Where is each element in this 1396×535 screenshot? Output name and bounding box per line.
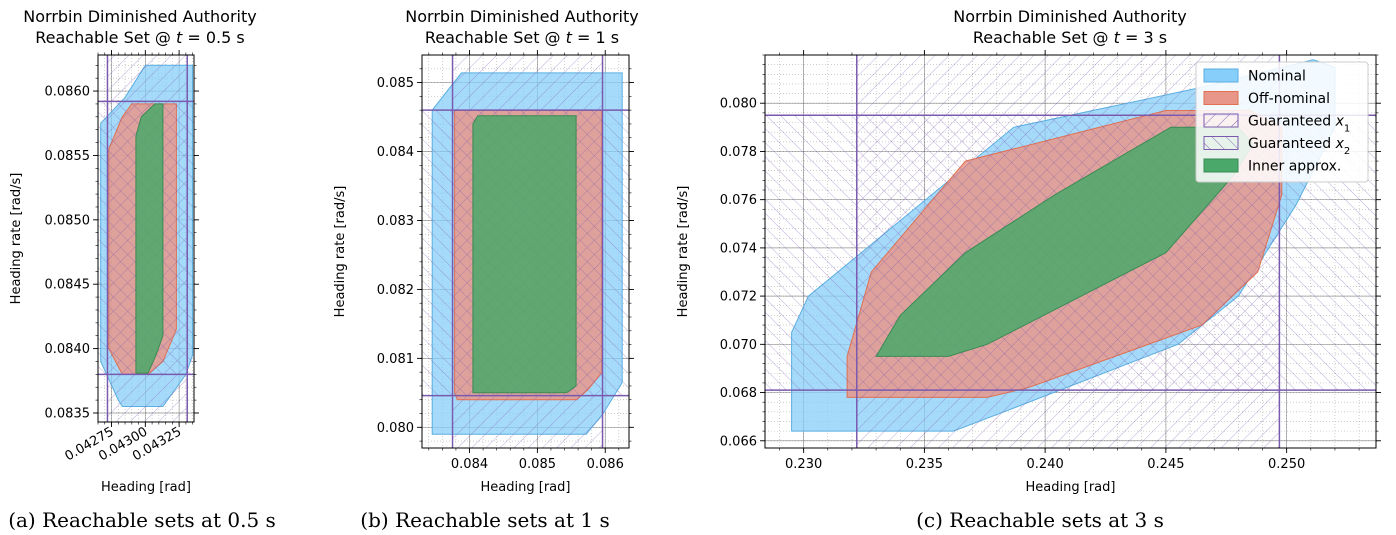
chart-panel-2: 0.084 0.085 0.086 0.080 0.081 0.082 0.083 0.084… bbox=[333, 7, 639, 495]
caption-a: (a) Reachable sets at 0.5 s bbox=[8, 508, 276, 532]
x-axis-label: Heading [rad] bbox=[101, 480, 191, 495]
y-tick-label: 0.070 bbox=[720, 338, 757, 353]
y-tick-label: 0.076 bbox=[720, 193, 757, 208]
x-tick-label: 0.240 bbox=[1027, 457, 1064, 472]
legend-swatch-guaranteed_x1 bbox=[1203, 113, 1239, 128]
axes-frame bbox=[97, 54, 195, 423]
y-axis-label: Heading rate [rad/s] bbox=[9, 173, 24, 305]
chart-title-line1: Norrbin Diminished Authority bbox=[23, 7, 256, 26]
y-tick-label: 0.066 bbox=[720, 434, 757, 449]
axes-frame bbox=[764, 54, 1377, 449]
chart-panel-1: 0.042750.043000.043250.08350.08400.08450… bbox=[9, 7, 257, 495]
legend-swatch-guaranteed_x2 bbox=[1203, 136, 1239, 150]
plot-area bbox=[422, 55, 629, 448]
x-axis-label: Heading [rad] bbox=[481, 480, 571, 495]
inner-approx-region bbox=[135, 103, 164, 374]
y-tick-label: 0.0845 bbox=[45, 278, 91, 293]
y-tick-label: 0.0860 bbox=[45, 85, 91, 100]
x-tick-label: 0.084 bbox=[451, 457, 488, 472]
x-tick-label: 0.250 bbox=[1268, 457, 1305, 472]
legend-label-nominal: Nominal bbox=[1248, 69, 1306, 85]
chart-title-line2: Reachable Set @ t = 0.5 s bbox=[35, 28, 245, 47]
y-tick-label: 0.078 bbox=[720, 145, 757, 160]
legend-label-inner: Inner approx. bbox=[1248, 159, 1341, 175]
y-tick-label: 0.082 bbox=[377, 283, 414, 298]
x-tick-label: 0.245 bbox=[1147, 457, 1184, 472]
legend: Nominal Off-nominal Guaranteed x1Guarantee… bbox=[1195, 61, 1369, 183]
y-tick-label: 0.0855 bbox=[45, 149, 91, 164]
legend-label-offnominal: Off-nominal bbox=[1248, 91, 1330, 107]
legend-swatch-offnominal bbox=[1203, 91, 1239, 105]
y-tick-label: 0.068 bbox=[720, 386, 757, 401]
x-tick-label: 0.085 bbox=[519, 457, 556, 472]
chart-title-line2: Reachable Set @ t = 1 s bbox=[425, 28, 619, 47]
y-axis-label: Heading rate [rad/s] bbox=[333, 186, 348, 318]
legend-label-guaranteed_x1: Guaranteed x1 bbox=[1248, 114, 1350, 135]
plot-area bbox=[98, 55, 194, 422]
y-tick-label: 0.072 bbox=[720, 290, 757, 305]
y-tick-label: 0.083 bbox=[377, 214, 414, 229]
chart-title-line1: Norrbin Diminished Authority bbox=[405, 7, 638, 26]
chart-panel-3: 0.230 0.235 0.240 0.245 0.250 0.066 0.068 0.070… bbox=[676, 7, 1381, 495]
y-tick-label: 0.081 bbox=[377, 352, 414, 367]
caption-b: (b) Reachable sets at 1 s bbox=[360, 508, 610, 532]
axes-frame bbox=[421, 54, 630, 449]
y-tick-label: 0.080 bbox=[720, 97, 757, 112]
legend-swatch-nominal bbox=[1203, 68, 1239, 83]
plot-area bbox=[765, 55, 1376, 448]
legend-box bbox=[1195, 61, 1369, 183]
y-axis-label: Heading rate [rad/s] bbox=[676, 186, 691, 318]
y-tick-label: 0.080 bbox=[377, 421, 414, 436]
x-tick-label: 0.230 bbox=[785, 457, 822, 472]
inner-approx-region bbox=[472, 115, 577, 394]
y-tick-label: 0.0840 bbox=[45, 342, 91, 357]
y-tick-label: 0.074 bbox=[720, 241, 757, 256]
legend-swatch-inner bbox=[1203, 158, 1239, 173]
x-tick-label: 0.086 bbox=[587, 457, 624, 472]
y-tick-label: 0.0835 bbox=[45, 406, 91, 421]
y-tick-label: 0.0850 bbox=[45, 213, 91, 228]
y-tick-label: 0.084 bbox=[377, 145, 414, 160]
x-axis-label: Heading [rad] bbox=[1026, 480, 1116, 495]
caption-c: (c) Reachable sets at 3 s bbox=[916, 508, 1164, 532]
y-tick-label: 0.085 bbox=[377, 76, 414, 91]
chart-title-line1: Norrbin Diminished Authority bbox=[953, 7, 1186, 26]
legend-label-guaranteed_x2: Guaranteed x2 bbox=[1248, 136, 1350, 157]
chart-title-line2: Reachable Set @ t = 3 s bbox=[973, 28, 1167, 47]
x-tick-label: 0.235 bbox=[906, 457, 943, 472]
